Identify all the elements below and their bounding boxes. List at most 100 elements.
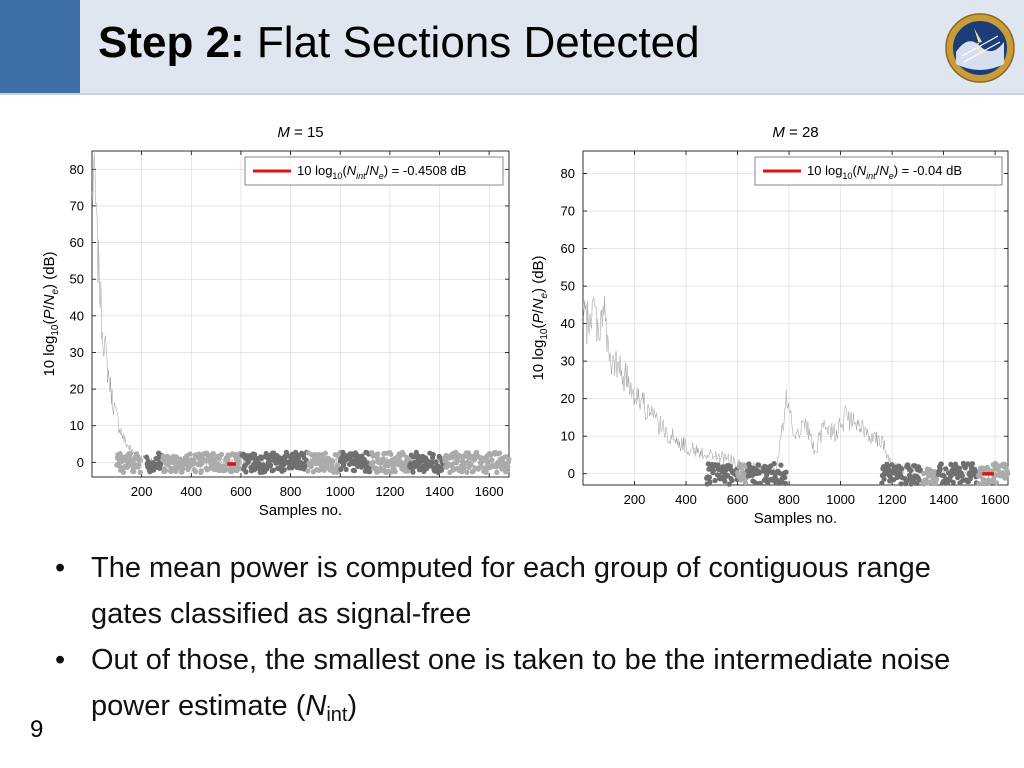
m15-flat-point	[144, 454, 150, 460]
bullet-text-1: The mean power is computed for each grou…	[91, 552, 931, 630]
m28-legend-label: 10 log10(Nint/Ne) = -0.04 dB	[807, 163, 962, 181]
chart-m15: 200 400 600 800 1000 1200 1400 1600 0 10 20 30 40 50 6…	[41, 124, 512, 519]
m15-flat-section	[368, 449, 413, 475]
m15-flat-point	[136, 462, 142, 468]
m15-flat-point	[216, 455, 222, 461]
m15-flat-point	[430, 451, 436, 458]
m15-flat-point	[388, 451, 394, 457]
m15-flat-point	[252, 451, 258, 458]
m15-flat-point	[281, 467, 287, 473]
m15-flat-point	[137, 457, 143, 463]
m15-flat-point	[449, 462, 455, 468]
bullet-list: • The mean power is computed for each gro…	[50, 545, 990, 738]
m15-x-tick-label: 400	[180, 484, 202, 499]
m28-flat-point	[725, 472, 731, 478]
m15-flat-point	[433, 459, 439, 465]
m15-flat-point	[505, 464, 511, 470]
m28-flat-point	[879, 480, 885, 486]
m15-flat-point	[343, 466, 349, 473]
m15-flat-point	[397, 454, 403, 460]
m28-x-tick-label: 1400	[929, 492, 958, 507]
m15-y-tick-label: 20	[70, 382, 84, 397]
m15-flat-point	[127, 451, 134, 457]
m28-y-tick-label: 60	[561, 241, 575, 256]
m15-flat-point	[461, 465, 467, 471]
m15-flat-point	[305, 468, 311, 474]
m15-flat-point	[351, 468, 357, 474]
m15-y-tick-label: 30	[70, 345, 84, 360]
m15-flat-section	[239, 449, 310, 475]
m28-flat-section	[920, 466, 940, 487]
m28-flat-point	[757, 480, 763, 486]
m15-flat-point	[497, 450, 503, 456]
m15-flat-point	[180, 466, 186, 472]
m15-flat-point	[370, 459, 376, 465]
bullet-item-1: • The mean power is computed for each gro…	[50, 545, 990, 637]
m15-title: M = 15	[277, 124, 323, 141]
m15-x-tick-label: 1600	[475, 484, 504, 499]
m15-x-tick-label: 1000	[326, 484, 355, 499]
m15-flat-point	[410, 469, 416, 475]
m15-y-tick-label: 70	[70, 198, 84, 213]
bullet-symbol-n: N	[305, 690, 327, 722]
m28-flat-point	[938, 461, 944, 467]
bullet-dot: •	[55, 552, 66, 584]
m15-flat-point	[489, 457, 495, 463]
m28-flat-point	[712, 477, 718, 484]
m28-title: M = 28	[772, 124, 818, 141]
m28-flat-point	[932, 469, 938, 475]
m28-flat-point	[956, 465, 962, 471]
m28-flat-point	[898, 481, 904, 487]
m28-flat-point	[715, 462, 721, 468]
m28-legend: 10 log10(Nint/Ne) = -0.04 dB	[754, 156, 1003, 186]
m28-flat-point	[771, 461, 777, 467]
m15-flat-point	[500, 460, 506, 467]
slide-title-text: Flat Sections Detected	[244, 18, 700, 67]
m15-flat-point	[329, 458, 336, 464]
bullet-symbol-sub: int	[326, 704, 348, 726]
m28-flat-point	[782, 474, 788, 481]
bullet-text-2: Out of those, the smallest one is taken …	[91, 644, 951, 722]
m28-flat-point	[783, 469, 789, 475]
m28-flat-point	[916, 477, 922, 483]
m28-flat-point	[984, 464, 990, 470]
m15-x-tick-label: 1400	[425, 484, 454, 499]
m28-flat-point	[753, 480, 759, 486]
slide-title: Step 2: Flat Sections Detected	[98, 18, 700, 68]
m28-y-tick-label: 10	[561, 429, 575, 444]
m28-y-tick-label: 30	[561, 354, 575, 369]
m15-x-tick-label: 800	[280, 484, 302, 499]
m15-flat-point	[367, 469, 373, 475]
m28-flat-point	[969, 461, 976, 467]
national-severe-storms-laboratory-seal-icon	[945, 13, 1015, 83]
m28-flat-point	[886, 466, 892, 472]
m15-flat-point	[191, 457, 197, 463]
m15-flat-point	[438, 467, 444, 473]
m28-flat-point	[937, 466, 943, 472]
m15-flat-point	[380, 456, 386, 462]
m28-flat-point	[722, 478, 728, 484]
m15-flat-point	[266, 458, 273, 464]
m28-x-label: Samples no.	[754, 510, 837, 527]
m15-flat-point	[494, 469, 500, 475]
m28-x-tick-label: 1600	[981, 492, 1010, 507]
slide-title-step: Step 2:	[98, 18, 245, 67]
m15-flat-point	[320, 454, 326, 461]
m15-flat-point	[341, 460, 347, 466]
m15-flat-point	[322, 450, 328, 456]
m15-flat-point	[192, 469, 199, 475]
m28-x-tick-label: 1200	[878, 492, 907, 507]
m15-flat-point	[177, 456, 183, 462]
m28-flat-section	[879, 461, 905, 487]
m28-y-tick-label: 20	[561, 391, 575, 406]
m15-y-tick-label: 0	[77, 455, 84, 470]
m28-flat-point	[756, 462, 762, 468]
m15-flat-point	[329, 462, 335, 468]
m15-y-label: 10 log10(P/Ne) (dB)	[41, 251, 61, 376]
m28-flat-point	[726, 481, 732, 487]
m15-flat-point	[199, 461, 205, 467]
m28-flat-point	[899, 466, 905, 472]
m28-x-tick-label: 200	[624, 492, 646, 507]
m28-x-tick-label: 1000	[826, 492, 855, 507]
m28-y-tick-label: 70	[561, 204, 575, 219]
